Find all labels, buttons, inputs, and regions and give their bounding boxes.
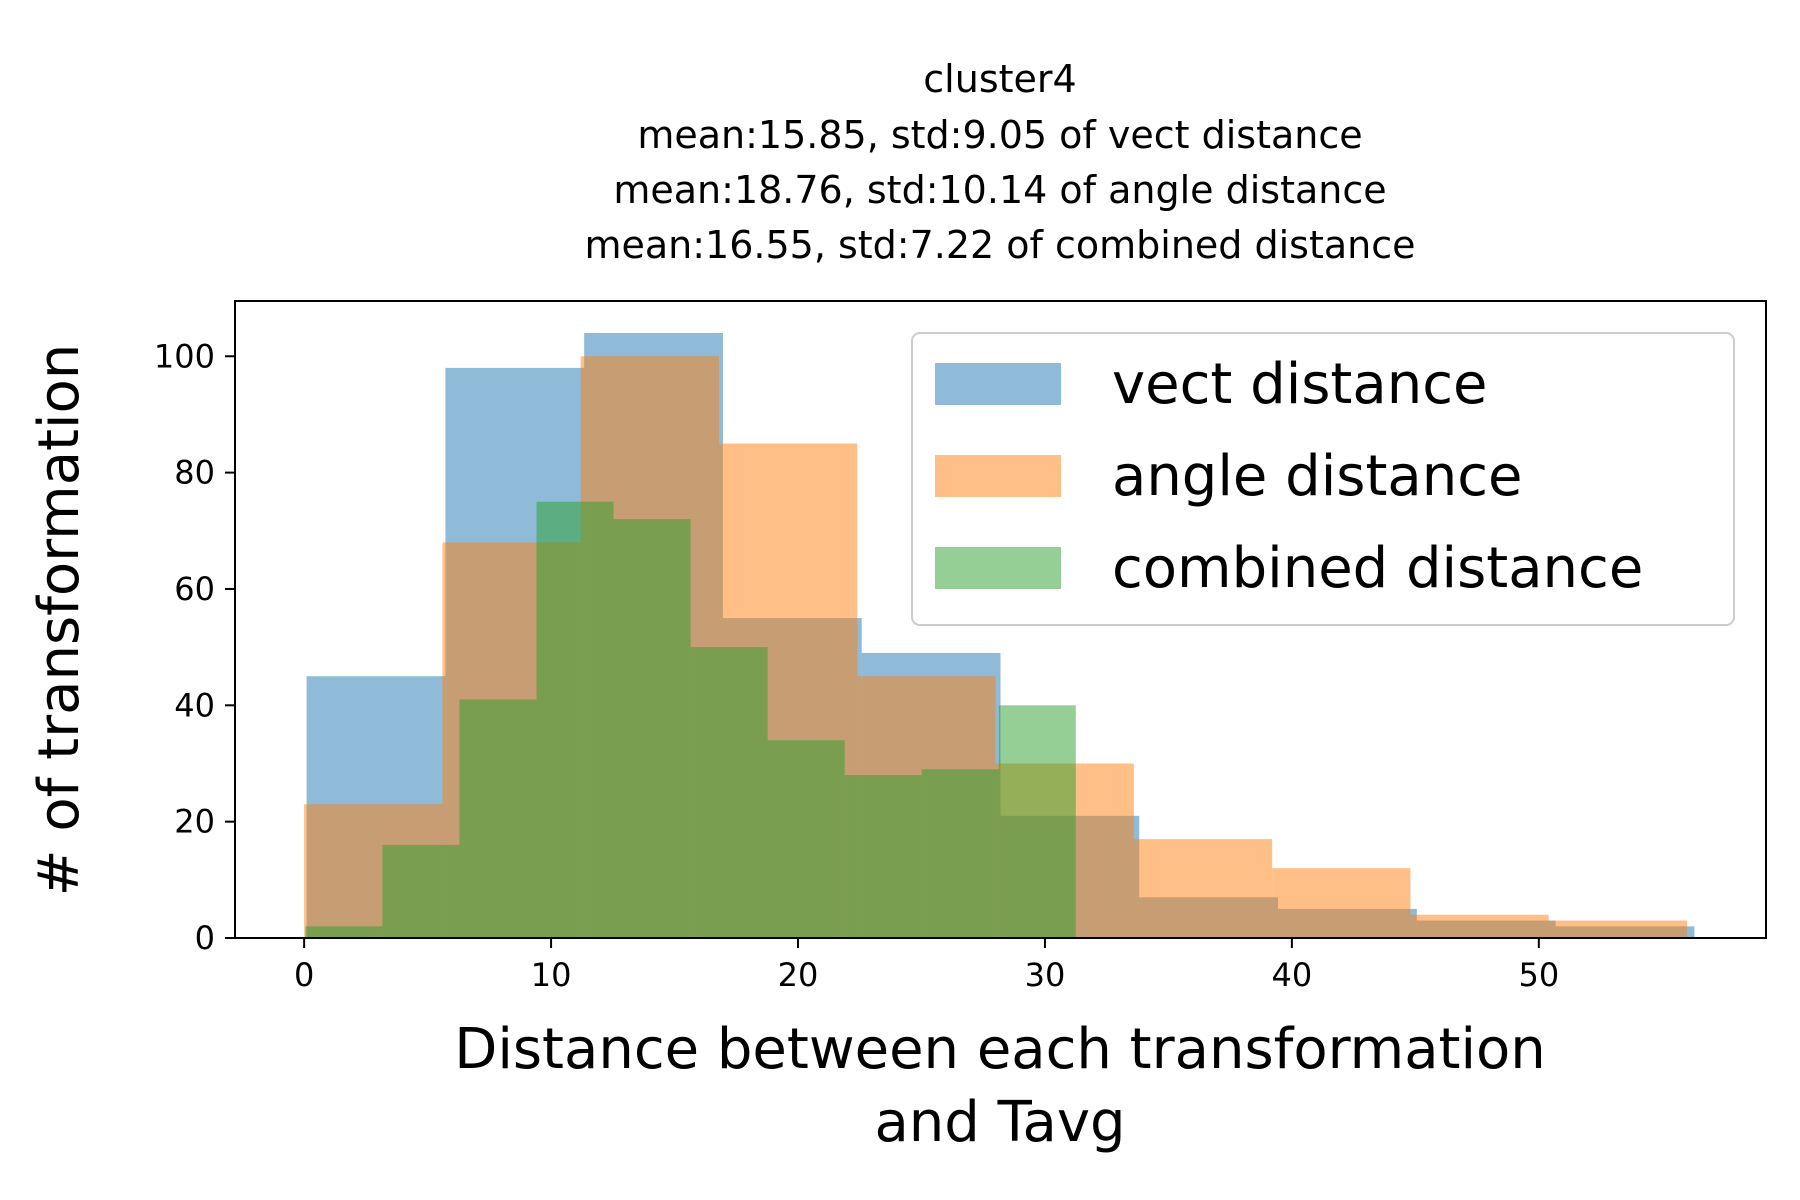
y-tick-label-20: 20 bbox=[174, 803, 215, 841]
chart-subtitle-angle: mean:18.76, std:10.14 of angle distance bbox=[613, 168, 1386, 212]
combined-distance-bar-0 bbox=[305, 926, 383, 938]
combined-distance-bar-4 bbox=[613, 519, 691, 938]
x-axis-label-line-1: Distance between each transformation bbox=[454, 1017, 1546, 1082]
x-axis-label-line-2: and Tavg bbox=[874, 1090, 1125, 1155]
x-axis-label: Distance between each transformation and… bbox=[454, 1017, 1546, 1155]
angle-distance-bar-6 bbox=[1133, 839, 1273, 938]
x-tick-label-0: 0 bbox=[294, 956, 314, 994]
combined-distance-bar-6 bbox=[767, 740, 845, 938]
x-tick-label-20: 20 bbox=[778, 956, 819, 994]
y-axis-label: # of transformation bbox=[27, 344, 92, 897]
x-axis-ticks: 0 10 20 30 40 50 bbox=[294, 938, 1559, 994]
angle-distance-bar-9 bbox=[1548, 920, 1687, 938]
x-tick-label-30: 30 bbox=[1025, 956, 1066, 994]
chart-subtitle-combined: mean:16.55, std:7.22 of combined distanc… bbox=[584, 223, 1415, 267]
chart-title: cluster4 bbox=[923, 57, 1076, 101]
y-tick-label-100: 100 bbox=[154, 337, 215, 375]
combined-distance-bar-8 bbox=[921, 769, 999, 938]
combined-distance-legend-label: combined distance bbox=[1112, 536, 1643, 601]
combined-distance-bar-3 bbox=[536, 501, 614, 938]
y-tick-label-80: 80 bbox=[174, 454, 215, 492]
y-tick-label-0: 0 bbox=[195, 919, 215, 957]
vect-distance-legend-swatch bbox=[935, 363, 1061, 405]
y-tick-label-60: 60 bbox=[174, 570, 215, 608]
y-tick-label-40: 40 bbox=[174, 686, 215, 724]
x-tick-label-10: 10 bbox=[531, 956, 572, 994]
combined-distance-bar-7 bbox=[844, 775, 922, 938]
combined-distance-series bbox=[305, 501, 1076, 938]
chart-legend: vect distance angle distance combined dist… bbox=[911, 332, 1735, 626]
y-axis-ticks: 0 20 40 60 80 100 bbox=[154, 337, 235, 957]
combined-distance-legend-swatch bbox=[935, 547, 1061, 589]
chart-subtitle-vect: mean:15.85, std:9.05 of vect distance bbox=[637, 113, 1362, 157]
angle-distance-legend-swatch bbox=[935, 455, 1061, 497]
vect-distance-legend-label: vect distance bbox=[1112, 352, 1487, 417]
plot-area-frame bbox=[234, 300, 1767, 939]
angle-distance-legend-label: angle distance bbox=[1112, 444, 1522, 509]
legend-box bbox=[911, 332, 1735, 626]
combined-distance-bar-5 bbox=[690, 647, 768, 938]
histogram-bars bbox=[304, 333, 1695, 938]
combined-distance-bar-2 bbox=[459, 699, 537, 938]
combined-distance-bar-1 bbox=[382, 844, 460, 938]
angle-distance-bar-8 bbox=[1410, 914, 1549, 938]
x-tick-label-50: 50 bbox=[1518, 956, 1559, 994]
angle-distance-bar-7 bbox=[1272, 868, 1411, 938]
combined-distance-bar-9 bbox=[998, 705, 1076, 938]
x-tick-label-40: 40 bbox=[1272, 956, 1313, 994]
chart-title-group: cluster4 mean:15.85, std:9.05 of vect di… bbox=[584, 57, 1415, 267]
